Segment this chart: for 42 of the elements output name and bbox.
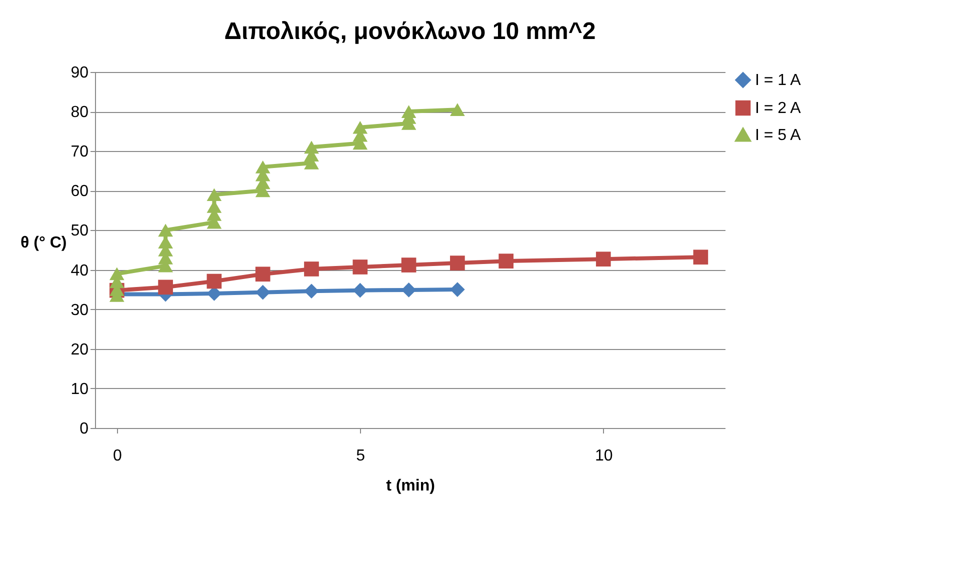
point — [206, 274, 222, 289]
y-tick-label: 40 — [70, 262, 89, 280]
y-tick-label: 80 — [70, 104, 89, 122]
legend-label: I = 5 A — [755, 127, 802, 144]
point — [255, 266, 270, 282]
y-axis-title: θ (° C) — [20, 234, 67, 252]
point — [401, 258, 416, 272]
point — [304, 140, 319, 154]
x-tick-label: 10 — [594, 448, 613, 464]
y-tick-label: 10 — [70, 380, 89, 398]
point — [304, 262, 319, 276]
legend-label: I = 1 A — [755, 72, 802, 89]
chart-title: Διπολικός, μονόκλωνο 10 mm^2 — [224, 18, 596, 45]
point — [158, 224, 173, 237]
x-tick-label: 0 — [112, 448, 122, 464]
legend-label: I = 2 A — [755, 100, 802, 117]
point — [255, 160, 270, 174]
point — [109, 267, 124, 280]
point — [401, 282, 416, 298]
x-tick-label: 5 — [356, 448, 366, 464]
y-tick-label: 60 — [70, 183, 89, 200]
point — [498, 254, 514, 268]
x-axis-title: t (min) — [386, 478, 435, 494]
point — [450, 103, 465, 116]
point — [352, 120, 368, 134]
point — [352, 282, 368, 298]
point — [352, 260, 368, 274]
point — [450, 256, 465, 270]
point — [304, 284, 319, 299]
y-tick-label: 30 — [70, 302, 89, 319]
point — [596, 252, 611, 267]
y-tick-label: 70 — [70, 144, 89, 161]
y-tick-label: 0 — [80, 420, 89, 438]
point — [401, 105, 416, 118]
point — [206, 188, 222, 202]
y-tick-label: 90 — [70, 64, 89, 82]
y-tick-label: 20 — [70, 341, 89, 358]
point — [450, 282, 465, 297]
point — [158, 280, 173, 295]
point — [255, 284, 270, 300]
point — [693, 250, 708, 265]
y-tick-label: 50 — [70, 222, 89, 240]
